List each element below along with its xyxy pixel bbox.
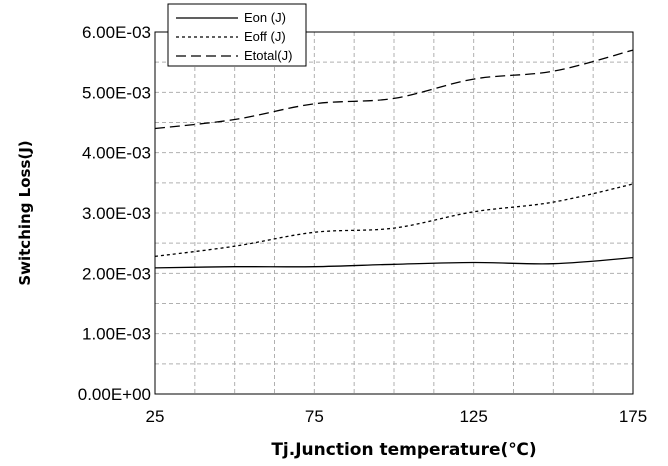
- series-line-3: [154, 49, 634, 130]
- y-tick-label: 1.00E-03: [82, 325, 151, 344]
- y-tick-label: 0.00E+00: [78, 385, 151, 404]
- x-tick-label: 75: [305, 407, 324, 426]
- series-line-2: [154, 183, 634, 258]
- x-axis-title: Tj.Junction temperature(℃): [271, 440, 536, 460]
- x-tick-label: 175: [619, 407, 647, 426]
- legend-label-etotal: Etotal(J): [244, 48, 292, 63]
- y-axis-title: Switching Loss(J): [16, 140, 34, 285]
- y-tick-label: 5.00E-03: [82, 83, 151, 102]
- y-tick-label: 3.00E-03: [82, 204, 151, 223]
- legend-label-eoff: Eoff (J): [244, 29, 286, 44]
- y-tick-label: 6.00E-03: [82, 23, 151, 42]
- x-tick-label: 125: [459, 407, 487, 426]
- x-tick-labels: 25 75 125 175: [146, 407, 648, 426]
- y-tick-label: 2.00E-03: [82, 264, 151, 283]
- plot-area: [154, 31, 634, 395]
- legend: Eon (J) Eoff (J) Etotal(J): [167, 3, 307, 67]
- series-line-1: [154, 256, 634, 269]
- y-tick-labels: 0.00E+00 1.00E-03 2.00E-03 3.00E-03 4.00E-03…: [78, 23, 151, 404]
- legend-label-eon: Eon (J): [244, 10, 286, 25]
- grid: [155, 32, 633, 394]
- y-tick-label: 4.00E-03: [82, 144, 151, 163]
- series-layer: [154, 49, 634, 269]
- x-tick-label: 25: [146, 407, 165, 426]
